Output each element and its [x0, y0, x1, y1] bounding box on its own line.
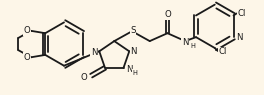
- Text: Cl: Cl: [219, 47, 227, 56]
- Text: N: N: [126, 65, 133, 74]
- Text: N: N: [237, 33, 243, 42]
- Text: O: O: [23, 26, 30, 35]
- Text: O: O: [23, 53, 30, 62]
- Text: O: O: [81, 73, 87, 82]
- Text: S: S: [130, 26, 136, 35]
- Text: N: N: [130, 47, 137, 56]
- Text: N: N: [182, 38, 188, 47]
- Text: H: H: [133, 70, 137, 76]
- Text: H: H: [190, 43, 195, 49]
- Text: O: O: [164, 10, 171, 19]
- Text: N: N: [91, 48, 97, 57]
- Text: Cl: Cl: [238, 9, 246, 18]
